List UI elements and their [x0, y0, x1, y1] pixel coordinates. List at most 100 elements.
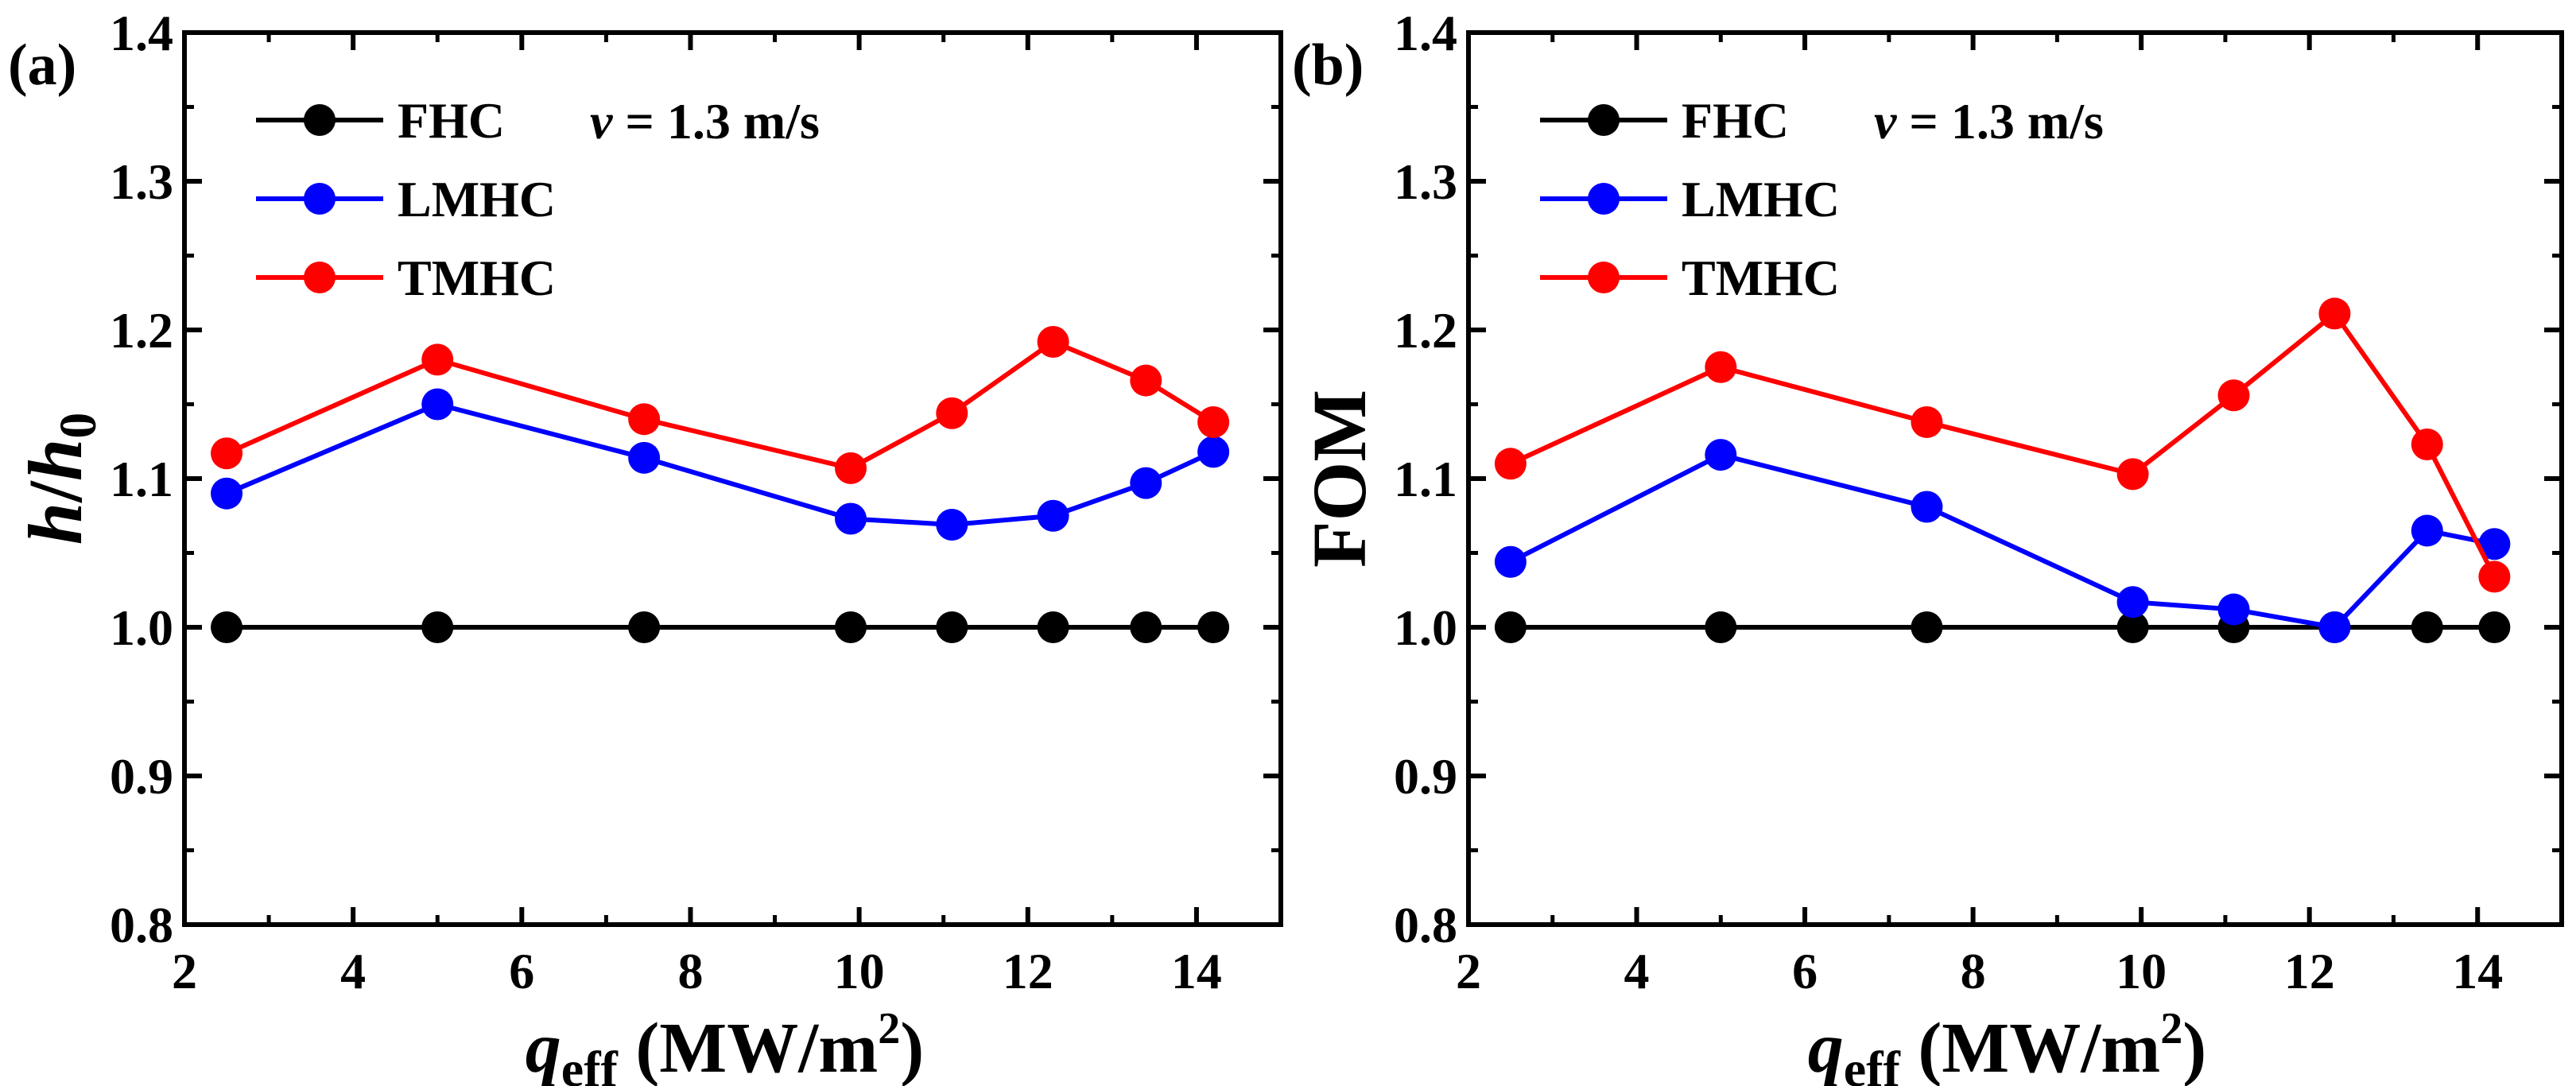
- x-tick-label: 4: [340, 943, 366, 999]
- y-label-text: FOM: [1297, 390, 1382, 568]
- plot-frame: [182, 30, 1283, 927]
- y-tick-label: 0.9: [1394, 748, 1457, 805]
- lmhc-point: [1037, 499, 1069, 532]
- annotation-rest: = 1.3 m/s: [612, 93, 819, 149]
- y-axis-label: FOM: [1297, 390, 1382, 568]
- fhc-point: [2478, 611, 2511, 643]
- lmhc-point: [1197, 436, 1230, 468]
- fhc-point: [1911, 611, 1943, 643]
- y-tick-label: 1.0: [1394, 599, 1457, 656]
- series-tmhc: [1494, 297, 2511, 593]
- tmhc-point: [1911, 405, 1943, 438]
- y-tick-label: 1.1: [1394, 451, 1457, 507]
- x-tick-label: 2: [172, 943, 197, 999]
- fhc-point: [2116, 611, 2149, 643]
- legend-label: LMHC: [398, 171, 556, 227]
- series-lmhc: [1494, 439, 2511, 643]
- legend-label: FHC: [1682, 92, 1789, 149]
- x-label-sub: eff: [1844, 1041, 1901, 1086]
- x-tick-label: 12: [2284, 943, 2335, 999]
- velocity-annotation: v = 1.3 m/s: [590, 93, 820, 149]
- series-lmhc: [211, 388, 1230, 541]
- y-tick-label: 1.3: [1394, 153, 1457, 210]
- y-label-slash: /: [13, 480, 98, 503]
- lmhc-point: [1494, 545, 1527, 578]
- y-tick-label: 1.4: [1394, 5, 1457, 61]
- x-tick-label: 8: [677, 943, 703, 999]
- fhc-point: [1037, 611, 1069, 643]
- legend-label: TMHC: [1682, 250, 1840, 306]
- lmhc-point: [1130, 467, 1162, 499]
- lmhc-point: [1705, 439, 1737, 471]
- legend-marker: [304, 104, 336, 136]
- fhc-point: [2411, 611, 2443, 643]
- lmhc-point: [211, 477, 243, 510]
- panel-b: 2 4 6 8 10 12 14 0.8 0.9 1.0 1.1 1.2 1.3 1.4 (b) qeff (…: [1292, 5, 2564, 1086]
- y-tick-label: 1.3: [110, 153, 173, 210]
- lmhc-point: [1911, 491, 1943, 523]
- x-tick-label: 4: [1624, 943, 1650, 999]
- tmhc-point: [421, 343, 454, 376]
- fhc-point: [211, 611, 243, 643]
- lmhc-line: [225, 401, 1215, 527]
- x-label-var: q: [526, 1009, 561, 1086]
- tmhc-point: [211, 437, 243, 470]
- tmhc-point: [628, 403, 661, 436]
- legend-label: TMHC: [398, 250, 556, 306]
- x-label-unit: (MW/m: [618, 1009, 878, 1086]
- legend-label: FHC: [398, 92, 505, 149]
- fhc-point: [1130, 611, 1162, 643]
- x-tick-label: 12: [1003, 943, 1053, 999]
- x-label-sup: 2: [2160, 1004, 2182, 1053]
- panel-label: (a): [8, 33, 76, 98]
- panel-label: (b): [1292, 33, 1364, 98]
- fhc-point: [1494, 611, 1527, 643]
- tmhc-point: [2116, 458, 2149, 491]
- lmhc-point: [2116, 586, 2149, 619]
- tmhc-point: [2318, 297, 2351, 330]
- lmhc-point: [2478, 528, 2511, 560]
- panel-a: 2 4 6 8 10 12 14 0.8 0.9 1.0 1.1 1.2 1.3 1.4 (a) qeff (…: [8, 5, 1283, 1086]
- tmhc-line: [1509, 310, 2497, 578]
- annotation-var: v: [1874, 93, 1897, 149]
- y-label-var: h: [13, 502, 98, 545]
- x-tick-label: 6: [509, 943, 534, 999]
- legend-marker: [1588, 104, 1620, 136]
- y-axis-label: h/h0: [13, 413, 107, 545]
- y-tick-label: 0.8: [110, 897, 173, 953]
- fhc-point: [936, 611, 968, 643]
- y-tick-label: 0.9: [110, 748, 173, 805]
- series-fhc: [211, 611, 1230, 643]
- x-tick-label: 10: [2116, 943, 2167, 999]
- tmhc-point: [2478, 560, 2511, 593]
- x-axis-label: qeff (MW/m2): [1808, 1004, 2206, 1086]
- fhc-point: [1197, 611, 1230, 643]
- x-label-close: ): [900, 1009, 924, 1086]
- legend-marker: [304, 183, 336, 215]
- tmhc-point: [936, 397, 968, 429]
- lmhc-point: [2411, 514, 2443, 547]
- lmhc-point: [628, 441, 661, 474]
- y-tick-label: 1.2: [1394, 302, 1457, 359]
- fhc-point: [835, 611, 867, 643]
- tmhc-point: [1494, 448, 1527, 480]
- plot-frame: [1466, 30, 2564, 927]
- x-tick-label: 10: [834, 943, 885, 999]
- fhc-point: [421, 611, 454, 643]
- x-tick-label: 2: [1456, 943, 1481, 999]
- x-label-sup: 2: [878, 1004, 900, 1053]
- x-tick-label: 8: [1961, 943, 1986, 999]
- fhc-point: [1705, 611, 1737, 643]
- lmhc-line: [1509, 452, 2495, 630]
- series-tmhc: [211, 325, 1230, 484]
- tmhc-point: [1037, 325, 1069, 358]
- x-axis-label: qeff (MW/m2): [526, 1004, 924, 1086]
- y-tick-label: 1.4: [110, 5, 173, 61]
- legend-label: LMHC: [1682, 171, 1840, 227]
- legend-marker: [1588, 262, 1620, 293]
- x-label-var: q: [1808, 1009, 1844, 1086]
- x-tick-label: 14: [1171, 943, 1222, 999]
- lmhc-point: [2217, 593, 2250, 626]
- y-label-var2: h: [13, 439, 98, 481]
